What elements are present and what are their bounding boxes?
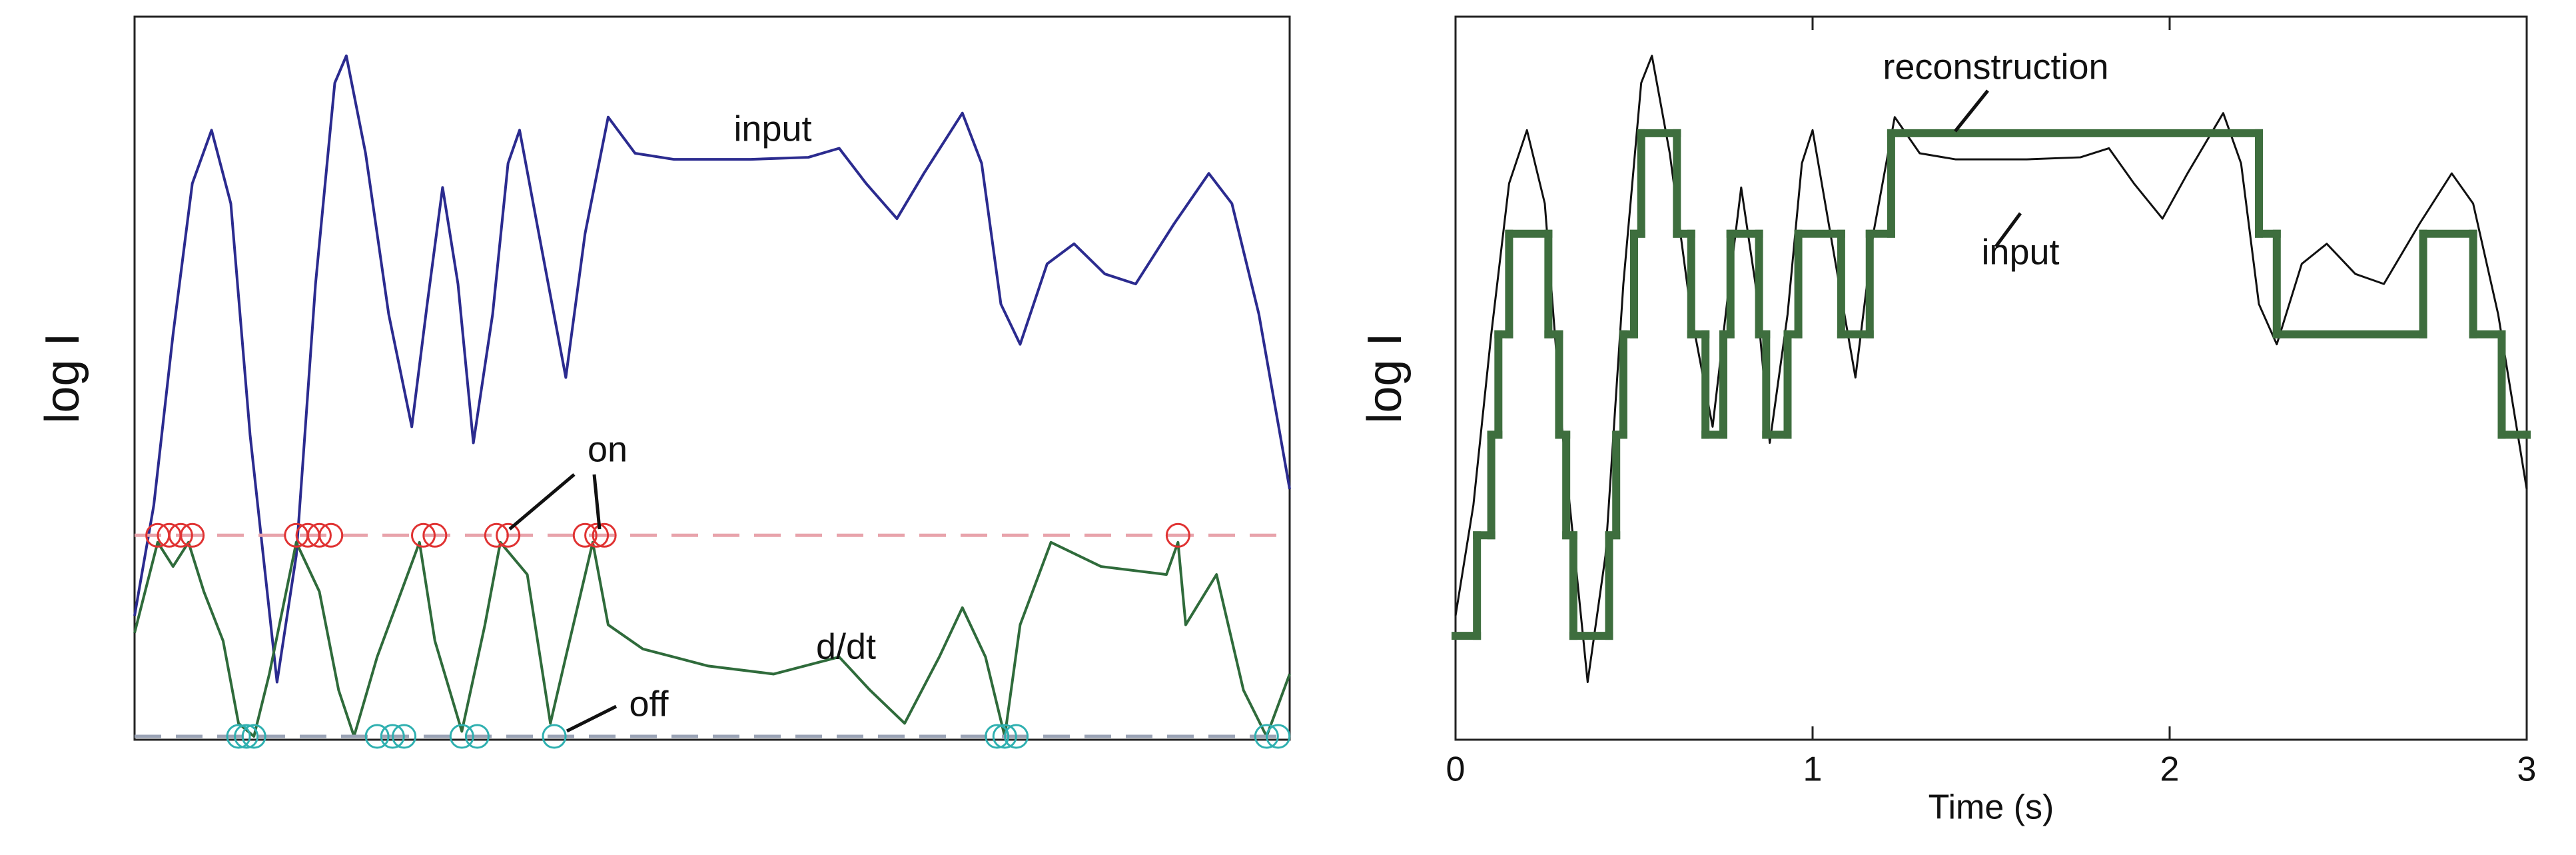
event-marker [392,724,417,749]
event-marker [985,724,1010,749]
annotation: input [733,109,811,149]
event-marker [449,724,474,749]
x-tick-label: 2 [2160,750,2180,789]
event-marker [422,522,448,548]
event-marker [168,522,193,548]
annotation-leader [1994,212,2022,248]
event-marker [1004,724,1029,749]
x-axis-label: Time (s) [1929,788,2054,827]
event-marker [584,522,610,548]
annotation-leader [566,704,618,733]
annotation-leader [1954,89,1989,133]
annotation: reconstruction [1883,47,2108,87]
event-marker [226,724,251,749]
event-marker [496,522,521,548]
data-line [133,54,1291,684]
annotation: input [1981,232,2059,272]
event-marker [1266,724,1291,749]
event-marker [380,724,405,749]
annotation-leader [592,474,602,530]
annotation: off [629,684,669,724]
event-marker [572,522,598,548]
plot-frame [1454,15,2528,741]
x-tick-label: 1 [1803,750,1823,789]
event-marker [241,724,266,749]
event-marker [180,522,205,548]
plot-frame [133,15,1291,741]
event-marker [992,724,1017,749]
event-marker [411,522,436,548]
y-axis-label: log I [36,333,89,423]
event-marker [364,724,390,749]
annotation: d/dt [816,626,876,666]
event-marker [484,522,509,548]
event-marker [592,522,617,548]
y-axis-label: log I [1358,333,1412,423]
event-marker [318,522,344,548]
event-marker [306,522,332,548]
event-marker [542,724,567,749]
annotation: on [588,429,628,469]
data-line [1454,55,2528,684]
event-marker [1165,522,1190,548]
event-marker [234,724,259,749]
annotation-leader [508,473,576,530]
x-tick-label: 0 [1446,750,1466,789]
x-tick-label: 3 [2517,750,2537,789]
event-marker [1254,724,1279,749]
data-line [133,540,1291,738]
event-marker [464,724,490,749]
